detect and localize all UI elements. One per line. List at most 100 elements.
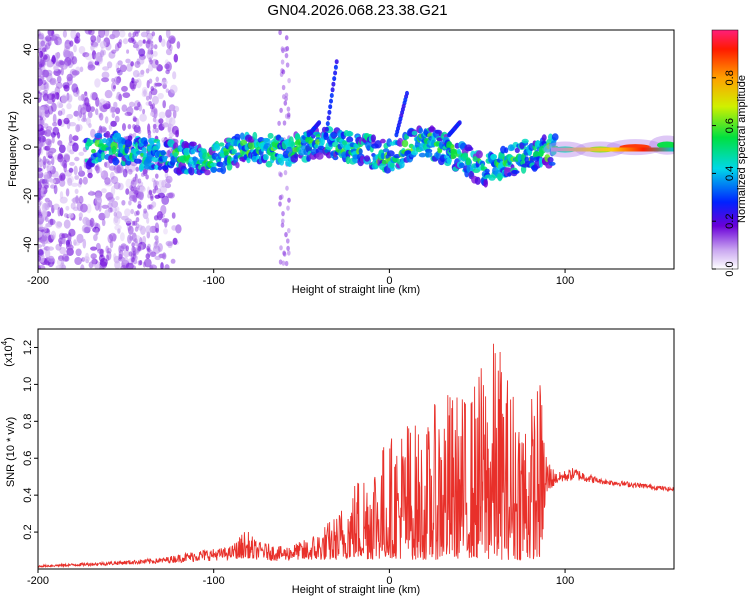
spectrogram-cell [142, 39, 146, 44]
spectrogram-xlabel: Height of straight line (km) [292, 284, 420, 296]
spectrogram-cell [87, 111, 93, 119]
spectrogram-cell [154, 185, 159, 191]
spectrogram-cell [82, 238, 87, 249]
snr-ylabel: SNR (10 * v/v) [5, 417, 17, 487]
spectrogram-cell [131, 242, 135, 248]
spectrogram-cell [127, 135, 133, 142]
spectrogram-cell [55, 61, 61, 67]
spectrogram-cell [170, 84, 178, 94]
spectrogram-cell [146, 30, 150, 35]
spectrogram-cell [128, 251, 133, 257]
spectrogram-cell [164, 172, 169, 179]
spectrogram-cell [541, 134, 547, 142]
spectrogram-cell [118, 39, 123, 45]
spectrogram-cell [59, 178, 66, 187]
spectrogram-cell [235, 161, 240, 169]
spectrogram-cell [43, 82, 49, 90]
spectrogram-cell [95, 242, 101, 252]
spectrogram-cell [150, 195, 154, 201]
spectrogram-cell [38, 56, 43, 65]
spectrogram-cell [132, 39, 136, 45]
spectrogram-cell [65, 188, 70, 197]
spectrogram-cell [63, 255, 70, 262]
spectrogram-cell [45, 42, 51, 50]
spectrogram-cell [74, 175, 80, 180]
spectrogram-cell [110, 120, 117, 127]
spectrogram-cell [216, 161, 224, 168]
spectrogram-cell [122, 168, 128, 178]
spectrogram-cell [330, 87, 335, 93]
spectrogram-cell [127, 163, 136, 173]
spectrogram-cell [100, 151, 106, 160]
spectrogram-cell [59, 174, 63, 181]
spectrogram-cell [63, 43, 71, 50]
spectrogram-cell [220, 165, 227, 175]
spectrogram-cell [63, 213, 69, 218]
spectrogram-cell [136, 46, 140, 52]
spectrogram-cell [119, 64, 127, 73]
spectrogram-cell [145, 174, 149, 180]
snr-xtick-label: 100 [556, 575, 574, 587]
spectrogram-cell [95, 108, 99, 116]
spectrogram-cell [280, 222, 285, 228]
spectrogram-cell [62, 49, 69, 58]
spectrogram-cell [287, 78, 291, 84]
spectrogram-cell [474, 176, 481, 185]
spectrogram-cell [127, 225, 134, 235]
spectrogram-cell [280, 46, 285, 52]
spectrogram-cell [137, 39, 143, 47]
spectrogram-cell [104, 161, 108, 168]
spectrogram-cell [69, 40, 74, 47]
spectrogram-cell [93, 234, 98, 242]
spectrogram-cell [332, 76, 337, 82]
spectrogram-cell [165, 240, 173, 247]
spectrogram-cell [156, 140, 161, 150]
spectrogram-cell [290, 141, 296, 150]
spectrogram-cell [58, 144, 66, 154]
spectrogram-cell [156, 211, 163, 221]
spectrogram-cell [284, 92, 289, 98]
spectrogram-cell [151, 95, 159, 105]
spectrogram-cell [130, 208, 134, 215]
spectrogram-cell [62, 253, 69, 262]
spectrogram-cell [382, 148, 390, 153]
spectrogram-cell [136, 78, 142, 89]
spectrogram-cell [148, 90, 153, 100]
spectrogram-cell [102, 127, 106, 133]
spectrogram-cell [57, 140, 63, 146]
spectrogram-cell [46, 126, 53, 132]
snr-ytick-label: 1.0 [22, 377, 34, 392]
spectrogram-cell [104, 161, 111, 169]
spectrogram-cell [122, 92, 131, 98]
spectrogram-cell [85, 117, 91, 126]
spectrogram-cell [51, 136, 55, 144]
spectrogram-cell [38, 200, 43, 206]
spectrogram-cell [284, 232, 288, 238]
spectrogram-cell [38, 33, 44, 40]
spectrogram-cell [428, 126, 436, 132]
spectrogram-cell [286, 205, 290, 211]
spectrogram-cell [53, 65, 59, 72]
spectrogram-cell [68, 122, 77, 127]
spectrogram-cell [425, 151, 433, 158]
spectrogram-cell [46, 61, 54, 68]
spectrogram-cell [76, 233, 84, 244]
spectrogram-cell [165, 88, 170, 93]
spectrogram-cell [38, 117, 41, 127]
colorbar-label: Normalized spectral amplitude [736, 75, 748, 223]
spectrogram-cell [143, 208, 148, 214]
spectrogram-cell [483, 179, 489, 188]
spectrogram-cell [133, 106, 140, 111]
spectrogram-cell [82, 216, 89, 225]
spectrogram-cell [52, 113, 57, 124]
spectrogram-cell [124, 111, 133, 117]
snr-ytick-label: 0.4 [22, 488, 34, 503]
spectrogram-cell [87, 172, 93, 179]
spectrogram-cell [333, 64, 338, 70]
spectrogram-cell [134, 61, 141, 68]
spectrogram-cell [59, 191, 64, 199]
spectrogram-frame [37, 29, 675, 270]
spectrogram-cell [115, 62, 120, 71]
spectrogram-cell [111, 30, 120, 38]
